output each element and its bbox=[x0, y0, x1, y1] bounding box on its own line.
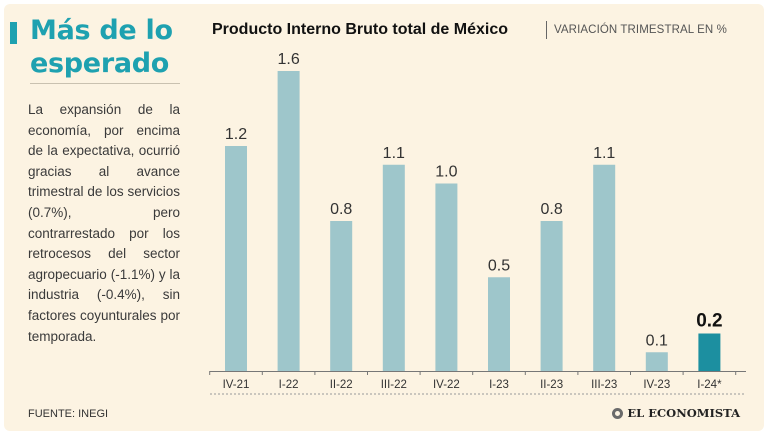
bar-II-22 bbox=[330, 221, 353, 371]
brand: EL ECONOMISTA bbox=[612, 406, 740, 420]
data-label-IV-21: 1.2 bbox=[225, 126, 247, 143]
bar-IV-22 bbox=[435, 183, 458, 371]
bar-chart: 1.2 IV-21 1.6 I-22 0.8 II-22 1.1 III-22 1.0 IV-22… bbox=[209, 51, 746, 395]
title-separator bbox=[546, 21, 547, 39]
tick-label-I-22: I-22 bbox=[279, 379, 299, 391]
bar-I-22 bbox=[277, 71, 300, 371]
data-label-III-22: 1.1 bbox=[383, 145, 405, 162]
data-label-IV-23: 0.1 bbox=[646, 332, 668, 349]
tick-label-III-23: III-23 bbox=[591, 379, 617, 391]
body-text: La expansión de la economía, por encima … bbox=[28, 102, 180, 344]
source-note: FUENTE: INEGI bbox=[28, 408, 109, 420]
headline-rule bbox=[30, 83, 180, 84]
tick-label-II-22: II-22 bbox=[330, 379, 353, 391]
bar-I-24* bbox=[698, 333, 721, 371]
infographic-card: Más de lo esperado La expansión de la ec… bbox=[4, 4, 764, 431]
data-label-III-23: 1.1 bbox=[593, 145, 615, 162]
chart-title: Producto Interno Bruto total de México bbox=[212, 21, 509, 38]
tick-label-I-23: I-23 bbox=[489, 379, 509, 391]
data-label-I-22: 1.6 bbox=[277, 51, 299, 68]
brand-name: EL ECONOMISTA bbox=[627, 406, 740, 420]
bar-III-23 bbox=[593, 164, 616, 371]
bar-I-23 bbox=[488, 277, 510, 371]
data-label-II-23: 0.8 bbox=[540, 201, 562, 218]
tick-label-IV-23: IV-23 bbox=[643, 379, 670, 391]
tick-label-IV-22: IV-22 bbox=[433, 379, 460, 391]
tick-label-IV-21: IV-21 bbox=[223, 379, 250, 391]
tick-label-I-24*: I-24* bbox=[697, 379, 722, 391]
bar-II-23 bbox=[540, 221, 563, 371]
data-label-II-22: 0.8 bbox=[330, 201, 352, 218]
headline: Más de lo esperado bbox=[30, 15, 173, 79]
tick-label-III-22: III-22 bbox=[381, 379, 407, 391]
bar-IV-23 bbox=[645, 352, 668, 371]
tick-label-II-23: II-23 bbox=[540, 379, 563, 391]
data-label-I-23: 0.5 bbox=[488, 257, 510, 274]
chart-subtitle: VARIACIÓN TRIMESTRAL EN % bbox=[554, 24, 727, 36]
brand-logo-icon bbox=[612, 407, 624, 419]
headline-accent-bar bbox=[10, 22, 17, 44]
bar-IV-21 bbox=[225, 146, 247, 371]
bar-III-22 bbox=[382, 164, 405, 371]
data-label-I-24*: 0.2 bbox=[696, 311, 722, 332]
data-label-IV-22: 1.0 bbox=[435, 164, 457, 181]
